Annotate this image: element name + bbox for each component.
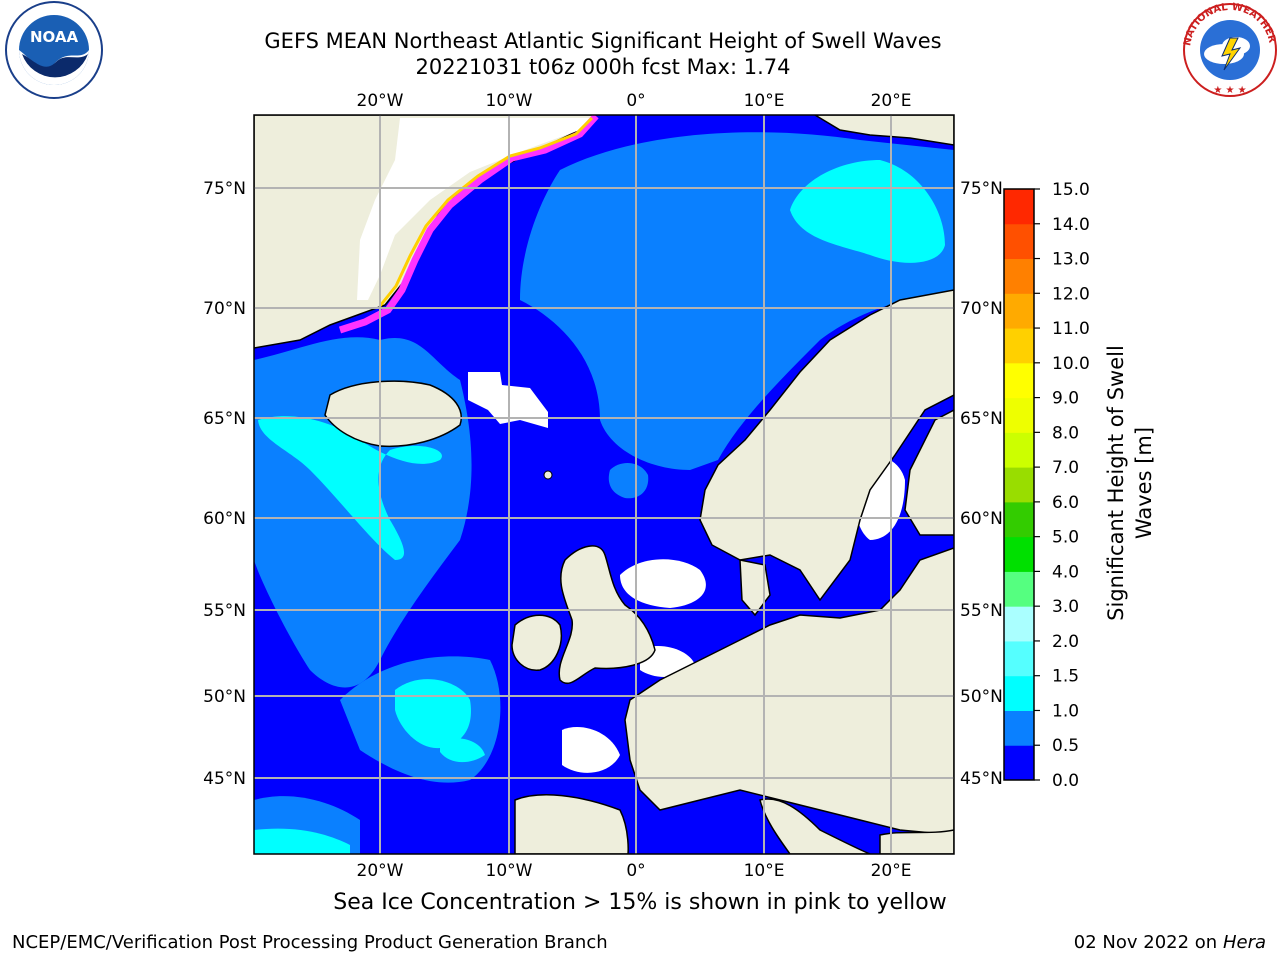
lat-label-left: 70°N xyxy=(203,299,246,319)
lon-label-top: 20°E xyxy=(871,91,912,111)
greenland-ice-sheet xyxy=(357,118,596,300)
iberia-land xyxy=(514,794,629,854)
ocean-high-region-south xyxy=(440,738,485,763)
lat-label-right: 75°N xyxy=(960,179,1003,199)
footer-date-text: 02 Nov 2022 on xyxy=(1073,932,1218,953)
nws-logo: NATIONAL WEATHER SERVICE ★ ★ ★ xyxy=(1178,0,1278,97)
noaa-logo: NOAA xyxy=(5,1,103,99)
colorbar-tick-label: 14.0 xyxy=(1052,215,1090,235)
colorbar-segment xyxy=(1004,536,1034,572)
colorbar-tick-label: 5.0 xyxy=(1052,528,1079,548)
colorbar-tick-label: 0.5 xyxy=(1052,736,1079,756)
lat-label-right: 60°N xyxy=(960,509,1003,529)
svalbard-land xyxy=(813,115,954,146)
colorbar-tick-label: 11.0 xyxy=(1052,319,1090,339)
colorbar-tick-label: 15.0 xyxy=(1052,180,1090,200)
colorbar-segment xyxy=(1004,258,1034,294)
lat-label-right: 45°N xyxy=(960,769,1003,789)
colorbar-tick-label: 7.0 xyxy=(1052,458,1079,478)
italy-land xyxy=(759,798,871,854)
colorbar-segment xyxy=(1004,745,1034,781)
lon-label-bottom: 10°E xyxy=(744,861,785,881)
balkans-land xyxy=(879,829,954,854)
colorbar-tick-label: 8.0 xyxy=(1052,423,1079,443)
lat-label-right: 70°N xyxy=(960,299,1003,319)
map-frame xyxy=(253,114,955,855)
colorbar-segment xyxy=(1004,710,1034,746)
colorbar-tick-label: 13.0 xyxy=(1052,250,1090,270)
ocean-high-region-southwest xyxy=(254,828,350,854)
colorbar-segment xyxy=(1004,223,1034,260)
colorbar-tick-label: 12.0 xyxy=(1052,284,1090,304)
denmark-land xyxy=(739,559,771,617)
sea-ice-note: Sea Ice Concentration > 15% is shown in … xyxy=(333,890,947,915)
lat-label-left: 50°N xyxy=(203,687,246,707)
no-data-patch-biscay xyxy=(562,727,620,773)
svg-text:★ ★ ★: ★ ★ ★ xyxy=(1213,85,1246,96)
colorbar-frame xyxy=(1003,188,1035,781)
colorbar-segment xyxy=(1004,467,1034,503)
chart-title: GEFS MEAN Northeast Atlantic Significant… xyxy=(264,29,942,53)
footer-credit: NCEP/EMC/Verification Post Processing Pr… xyxy=(12,932,608,953)
colorbar-tick-label: 4.0 xyxy=(1052,562,1079,582)
lon-label-bottom: 20°W xyxy=(357,861,404,881)
lat-label-left: 75°N xyxy=(203,179,246,199)
colorbar-tick-label: 6.0 xyxy=(1052,493,1079,513)
lon-label-bottom: 0° xyxy=(626,861,645,881)
colorbar-segment xyxy=(1004,606,1034,642)
colorbar-segment xyxy=(1004,397,1034,433)
colorbar-segment xyxy=(1004,640,1034,677)
colorbar-label: Significant Height of Swell Waves [m] xyxy=(1104,345,1156,621)
sea-ice-edge xyxy=(338,115,599,334)
finland-land xyxy=(904,409,954,536)
ocean-mid-region-faroe xyxy=(608,463,649,499)
lat-label-right: 50°N xyxy=(960,687,1003,707)
ocean-high-region-west-iceland xyxy=(258,416,442,560)
lat-label-right: 65°N xyxy=(960,409,1003,429)
colorbar-segment xyxy=(1004,328,1034,364)
footer-date: 02 Nov 2022 on Hera xyxy=(1074,932,1266,953)
colorbar-segment xyxy=(1004,293,1034,329)
faroe-islands-land xyxy=(543,470,553,480)
colorbar-tick-label: 10.0 xyxy=(1052,354,1090,374)
ocean-high-region-barents xyxy=(790,160,945,263)
colorbar-tick-label: 2.0 xyxy=(1052,632,1079,652)
lat-label-right: 55°N xyxy=(960,601,1003,621)
noaa-logo-text: NOAA xyxy=(30,28,79,46)
colorbar-segment xyxy=(1004,675,1034,711)
lon-label-bottom: 20°E xyxy=(871,861,912,881)
colorbar-tick-label: 9.0 xyxy=(1052,389,1079,409)
colorbar-tick-label: 1.0 xyxy=(1052,701,1079,721)
lat-label-left: 60°N xyxy=(203,509,246,529)
footer-machine: Hera xyxy=(1222,932,1266,953)
colorbar-segment xyxy=(1004,432,1034,468)
chart-subtitle: 20221031 t06z 000h fcst Max: 1.74 xyxy=(415,55,791,79)
colorbar-segment xyxy=(1004,362,1034,399)
map-field xyxy=(254,115,954,854)
continental-europe-land xyxy=(624,547,954,836)
iceland-land xyxy=(324,380,462,448)
lon-label-top: 0° xyxy=(626,91,645,111)
no-data-patch-north-sea xyxy=(620,559,706,608)
lon-label-top: 10°W xyxy=(486,91,533,111)
colorbar-segment xyxy=(1004,571,1034,607)
lon-label-bottom: 10°W xyxy=(486,861,533,881)
graticule xyxy=(254,115,954,854)
lat-label-left: 45°N xyxy=(203,769,246,789)
ireland-land xyxy=(511,614,562,671)
colorbar: 0.0 0.5 1.0 1.5 2.0 3.0 4.0 5.0 6.0 7.0 8.0 9.0 10.0… xyxy=(1003,180,1090,791)
colorbar-segment xyxy=(1004,501,1034,538)
colorbar-segment xyxy=(1004,189,1034,225)
lon-label-top: 10°E xyxy=(744,91,785,111)
lon-label-top: 20°W xyxy=(357,91,404,111)
colorbar-tick-label: 0.0 xyxy=(1052,771,1079,791)
great-britain-land xyxy=(558,545,656,685)
lat-label-left: 55°N xyxy=(203,601,246,621)
lat-label-left: 65°N xyxy=(203,409,246,429)
colorbar-tick-label: 3.0 xyxy=(1052,597,1079,617)
colorbar-tick-label: 1.5 xyxy=(1052,667,1079,687)
